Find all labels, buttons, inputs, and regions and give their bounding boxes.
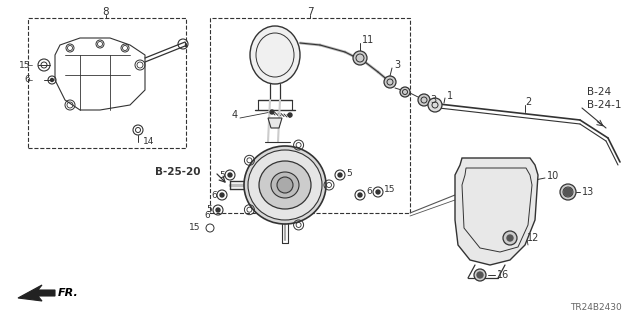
Text: B-24: B-24 (587, 87, 611, 97)
Circle shape (288, 113, 292, 117)
Text: 11: 11 (362, 35, 374, 45)
Circle shape (477, 272, 483, 278)
Text: FR.: FR. (58, 288, 79, 298)
Text: 12: 12 (527, 233, 540, 243)
Text: 5: 5 (346, 168, 352, 177)
Text: 4: 4 (232, 110, 238, 120)
Ellipse shape (250, 26, 300, 84)
Bar (210, 18, 410, 213)
Text: B-24-1: B-24-1 (587, 100, 621, 110)
Text: 10: 10 (547, 171, 559, 181)
Text: 6: 6 (211, 190, 217, 199)
Text: 6: 6 (204, 211, 210, 219)
Ellipse shape (259, 161, 311, 209)
Text: TR24B2430: TR24B2430 (570, 303, 621, 313)
Text: B-25-20: B-25-20 (155, 167, 200, 177)
Text: 6: 6 (366, 188, 372, 197)
Ellipse shape (244, 146, 326, 224)
Circle shape (428, 98, 442, 112)
Circle shape (474, 269, 486, 281)
Circle shape (564, 188, 572, 196)
Text: 15: 15 (384, 186, 396, 195)
Circle shape (376, 190, 380, 194)
Circle shape (353, 51, 367, 65)
Text: 16: 16 (497, 270, 509, 280)
Text: 13: 13 (582, 187, 595, 197)
Circle shape (400, 87, 410, 97)
Circle shape (270, 110, 274, 114)
Circle shape (216, 208, 220, 212)
Circle shape (503, 231, 517, 245)
Text: 3: 3 (430, 95, 436, 105)
Ellipse shape (248, 150, 322, 220)
Circle shape (277, 177, 293, 193)
Circle shape (220, 193, 224, 197)
Circle shape (507, 235, 513, 241)
Text: 2: 2 (525, 97, 531, 107)
Text: 5: 5 (220, 170, 225, 180)
Polygon shape (18, 285, 55, 301)
Circle shape (51, 78, 54, 81)
Circle shape (418, 94, 430, 106)
Circle shape (560, 184, 576, 200)
Circle shape (384, 76, 396, 88)
Text: 1: 1 (447, 91, 453, 101)
Text: 14: 14 (143, 137, 154, 146)
Ellipse shape (271, 172, 299, 198)
Text: 6: 6 (24, 76, 30, 85)
Bar (28, 18, 186, 148)
Text: 7: 7 (307, 7, 314, 17)
Text: 3: 3 (394, 60, 400, 70)
Text: 15: 15 (19, 61, 30, 70)
Circle shape (358, 193, 362, 197)
Circle shape (228, 173, 232, 177)
Polygon shape (268, 118, 282, 128)
Text: 5: 5 (206, 205, 212, 214)
Circle shape (338, 173, 342, 177)
Text: 15: 15 (189, 224, 200, 233)
Text: 8: 8 (102, 7, 109, 17)
Polygon shape (455, 158, 538, 265)
